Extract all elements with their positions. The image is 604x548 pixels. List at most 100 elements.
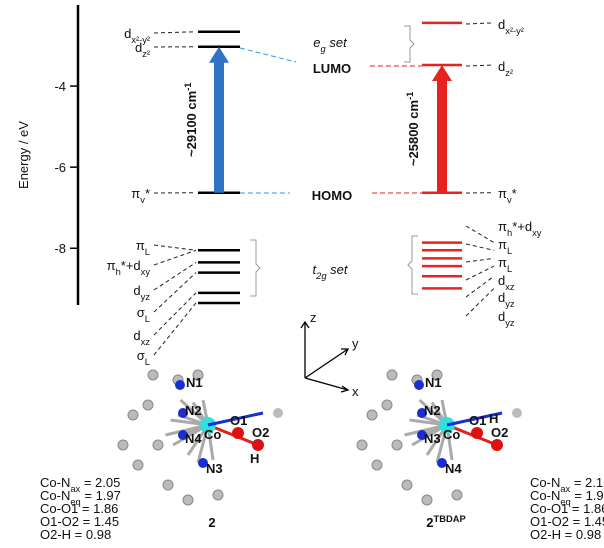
compound-label-part: 2 bbox=[426, 515, 433, 530]
tick-label: -4 bbox=[54, 79, 66, 94]
level-label-part: σ bbox=[137, 348, 145, 363]
level-label-part: d bbox=[498, 59, 505, 74]
atom-c bbox=[128, 410, 138, 420]
level-label-part: z² bbox=[505, 68, 513, 78]
level-label: dyz bbox=[498, 290, 515, 309]
axis-3d-label: z bbox=[310, 310, 317, 325]
level-label: πv* bbox=[131, 186, 150, 205]
transition-label-part: ~25800 cm bbox=[406, 100, 421, 166]
atom-label: O2 bbox=[491, 425, 508, 440]
level-label: πh*+dxy bbox=[498, 219, 542, 238]
axis-3d-label: x bbox=[352, 384, 359, 399]
atom-c bbox=[512, 408, 522, 418]
atom-c bbox=[382, 400, 392, 410]
t2g-brace-left bbox=[250, 240, 260, 296]
label-connector bbox=[466, 288, 494, 316]
level-label-part: yz bbox=[505, 299, 515, 309]
level-label-part: d bbox=[498, 290, 505, 305]
lumo-label: LUMO bbox=[313, 61, 351, 76]
atom-c bbox=[273, 408, 283, 418]
level-label-part: L bbox=[507, 264, 512, 274]
atom-o bbox=[471, 427, 483, 439]
lumo-connector bbox=[240, 48, 296, 62]
atom-label: N3 bbox=[424, 431, 441, 446]
level-label: πL bbox=[136, 238, 150, 257]
level-label-part: *+d bbox=[121, 258, 141, 273]
bond-length-part: O2-H = 0.98 bbox=[530, 527, 601, 542]
homo-label: HOMO bbox=[312, 188, 352, 203]
t2g-brace-right bbox=[408, 236, 418, 294]
transition-label-part: -1 bbox=[405, 92, 415, 100]
eg-brace bbox=[404, 26, 414, 62]
level-label: σL bbox=[137, 348, 150, 367]
atom-c bbox=[392, 440, 402, 450]
bond-length: O2-H = 0.98 bbox=[530, 527, 601, 542]
atom-label: N4 bbox=[185, 431, 202, 446]
level-label-part: xy bbox=[141, 267, 151, 277]
atom-label: H bbox=[250, 451, 259, 466]
level-label: dyz bbox=[133, 283, 150, 302]
compound-label-part: TBDAP bbox=[434, 514, 466, 524]
atom-c bbox=[148, 370, 158, 380]
compound-label: 2TBDAP bbox=[426, 514, 465, 530]
atom-o bbox=[491, 439, 503, 451]
atom-c bbox=[163, 480, 173, 490]
level-label-part: d bbox=[133, 283, 140, 298]
set-label-part: set bbox=[327, 262, 349, 277]
level-label-part: L bbox=[507, 246, 512, 256]
level-label-part: xz bbox=[505, 282, 515, 292]
level-label-part: π bbox=[498, 186, 507, 201]
level-label-part: L bbox=[145, 314, 150, 324]
level-label: dyz bbox=[498, 309, 515, 328]
label-connector bbox=[466, 276, 494, 297]
atom-c bbox=[452, 490, 462, 500]
atom-c bbox=[422, 495, 432, 505]
transition-label-part: -1 bbox=[183, 82, 193, 90]
transition-arrow bbox=[432, 65, 452, 193]
compound-label: 2 bbox=[208, 515, 215, 530]
level-label-part: π bbox=[498, 255, 507, 270]
level-label-part: yz bbox=[141, 292, 151, 302]
label-connector bbox=[466, 244, 494, 250]
level-label-part: d bbox=[498, 17, 505, 32]
level-label-part: yz bbox=[505, 318, 515, 328]
atom-o bbox=[252, 439, 264, 451]
atom-label: N1 bbox=[186, 375, 203, 390]
label-connector bbox=[154, 293, 196, 335]
level-label-part: π bbox=[136, 238, 145, 253]
atom-c bbox=[402, 480, 412, 490]
label-connector bbox=[466, 226, 494, 243]
bond-length-part: ax bbox=[560, 484, 570, 494]
level-label-part: d bbox=[135, 40, 142, 55]
label-connector bbox=[466, 65, 494, 66]
level-label-part: xy bbox=[532, 228, 542, 238]
level-label-part: d bbox=[498, 309, 505, 324]
bond-length: O2-H = 0.98 bbox=[40, 527, 111, 542]
level-label: πL bbox=[498, 255, 512, 274]
transition-label-part: ~29100 cm bbox=[184, 91, 199, 157]
atom-label: N2 bbox=[424, 403, 441, 418]
compound-label-part: 2 bbox=[208, 515, 215, 530]
atom-c bbox=[133, 460, 143, 470]
level-label-part: d bbox=[133, 328, 140, 343]
level-label-part: d bbox=[124, 26, 131, 41]
level-label-part: d bbox=[498, 273, 505, 288]
bond-length-part: O2-H = 0.98 bbox=[40, 527, 111, 542]
axes-3d bbox=[301, 322, 348, 392]
label-connector bbox=[154, 32, 196, 33]
level-label-part: * bbox=[145, 186, 150, 201]
label-connector bbox=[466, 258, 494, 262]
energy-diagram: N1N2N4N3CoO1O2H N1N2N3N4CoO1O2H -4-6-8En… bbox=[0, 0, 604, 548]
bond-length-part: ax bbox=[70, 484, 80, 494]
level-label: dx²-y² bbox=[498, 17, 524, 36]
atom-c bbox=[213, 490, 223, 500]
transition-label: ~25800 cm-1 bbox=[405, 92, 421, 166]
label-connector bbox=[466, 266, 494, 280]
atom-c bbox=[357, 440, 367, 450]
atom-c bbox=[387, 370, 397, 380]
transition-arrow bbox=[209, 47, 229, 193]
level-label-part: σ bbox=[137, 305, 145, 320]
level-label-part: x²-y² bbox=[505, 26, 524, 36]
